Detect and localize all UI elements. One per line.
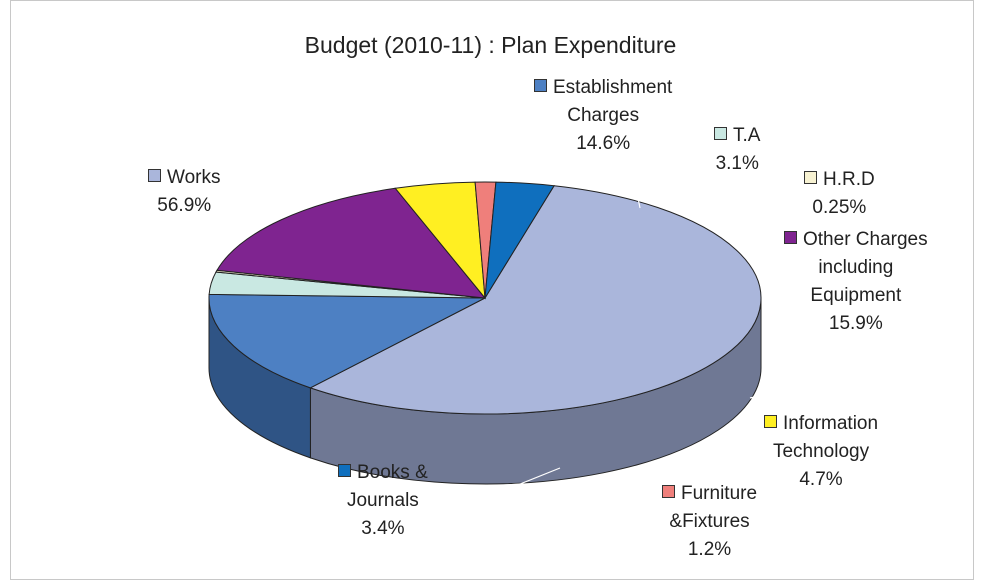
label-ta-pct: 3.1% bbox=[715, 153, 759, 174]
label-books: Books & Journals 3.4% bbox=[338, 459, 428, 543]
pie-slice-0 bbox=[309, 185, 762, 415]
label-hrd: H.R.D 0.25% bbox=[804, 166, 875, 222]
label-it-pct: 4.7% bbox=[799, 469, 843, 490]
legend-swatch-works bbox=[148, 169, 161, 182]
chart-title: Budget (2010-11) : Plan Expenditure bbox=[304, 32, 677, 58]
label-ta-name: T.A bbox=[733, 125, 761, 146]
label-other-name: Other Charges bbox=[803, 229, 928, 250]
legend-swatch-books bbox=[338, 464, 351, 477]
label-books-name: Books & bbox=[357, 462, 428, 483]
label-it: Information Technology 4.7% bbox=[764, 410, 878, 494]
label-establishment: Establishment Charges 14.6% bbox=[534, 74, 672, 158]
label-furniture: Furniture &Fixtures 1.2% bbox=[662, 480, 757, 564]
leader-line-1 bbox=[743, 185, 756, 246]
label-it-name: Information bbox=[783, 413, 879, 434]
label-works: Works 56.9% bbox=[148, 164, 220, 220]
leader-line-4 bbox=[655, 431, 761, 463]
leader-line-0 bbox=[621, 181, 641, 209]
label-furniture-name2: &Fixtures bbox=[669, 511, 750, 532]
legend-swatch-ta bbox=[714, 127, 727, 140]
legend-swatch-hrd bbox=[804, 171, 817, 184]
label-other: Other Charges including Equipment 15.9% bbox=[784, 226, 928, 338]
label-it-name2: Technology bbox=[772, 441, 870, 462]
label-establishment-name2: Charges bbox=[567, 105, 640, 126]
label-furniture-pct: 1.2% bbox=[687, 539, 732, 560]
leader-line-5 bbox=[621, 475, 655, 525]
legend-swatch-establishment bbox=[534, 79, 547, 92]
label-furniture-name: Furniture bbox=[681, 483, 758, 504]
leader-line-3 bbox=[749, 348, 873, 399]
label-works-pct: 56.9% bbox=[157, 195, 212, 216]
label-books-pct: 3.4% bbox=[361, 518, 405, 539]
pie-slice-7 bbox=[484, 181, 555, 299]
label-establishment-name: Establishment bbox=[553, 77, 673, 98]
label-other-name3: Equipment bbox=[810, 285, 902, 306]
leader-line-2 bbox=[761, 189, 811, 263]
pie-slice-4 bbox=[216, 187, 487, 299]
label-other-name2: including bbox=[818, 257, 894, 278]
label-hrd-name: H.R.D bbox=[823, 169, 875, 190]
label-establishment-pct: 14.6% bbox=[576, 133, 631, 154]
label-books-name2: Journals bbox=[346, 490, 419, 511]
legend-swatch-it bbox=[764, 415, 777, 428]
pie-slice-1 bbox=[208, 293, 486, 389]
label-ta: T.A 3.1% bbox=[714, 122, 760, 178]
label-hrd-pct: 0.25% bbox=[812, 197, 867, 218]
legend-swatch-other bbox=[784, 231, 797, 244]
label-works-name: Works bbox=[167, 167, 221, 188]
label-other-pct: 15.9% bbox=[828, 313, 883, 334]
legend-swatch-furniture bbox=[662, 485, 675, 498]
leader-line-6 bbox=[449, 467, 561, 490]
